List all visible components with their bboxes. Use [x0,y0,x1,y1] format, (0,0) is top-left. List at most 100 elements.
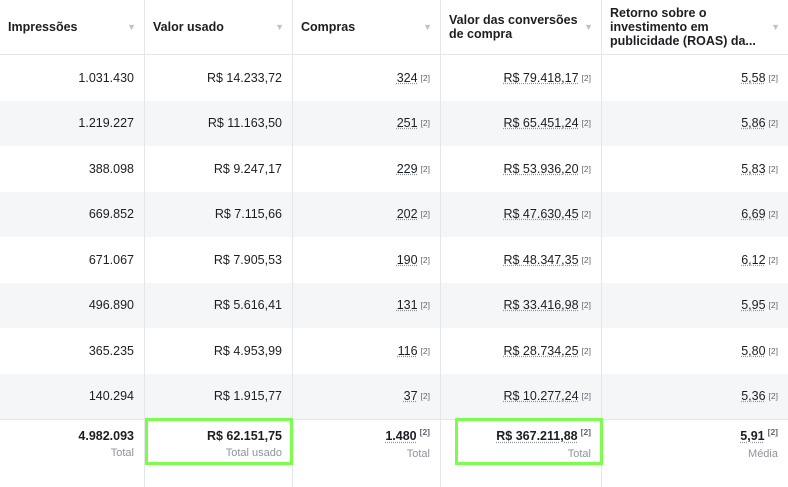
cell-value[interactable]: 6,69 [741,207,766,222]
cell-roas[interactable]: 5,95 [2] [602,283,788,329]
table-row: 388.098 R$ 9.247,17 229 [2] R$ 53.936,20 [2] 5… [0,146,788,192]
sort-caret-icon[interactable]: ▼ [584,22,593,32]
cell-impressions: 669.852 [0,191,145,237]
cell-value[interactable]: R$ 65.451,24 [503,116,579,131]
cell-value[interactable]: 251 [396,116,418,131]
footnote-marker: [2] [420,209,430,220]
cell-purchases[interactable]: 324 [2] [293,55,441,101]
cell-impressions: 1.219.227 [0,100,145,146]
total-value[interactable]: 5,91 [740,429,765,444]
cell-roas[interactable]: 5,58 [2] [602,55,788,101]
cell-value[interactable]: 324 [396,70,418,85]
cell-value[interactable]: 5,86 [741,116,766,131]
column-header-purchases[interactable]: Compras ▼ [293,0,441,54]
cell-value[interactable]: 229 [396,161,418,176]
total-value: 4.982.093 [78,428,134,443]
cell-value: R$ 11.163,50 [207,116,282,131]
cell-roas[interactable]: 5,36 [2] [602,374,788,420]
cell-value: R$ 4.953,99 [213,343,282,358]
sort-caret-icon[interactable]: ▼ [275,22,284,32]
cell-purchases[interactable]: 251 [2] [293,100,441,146]
cell-value[interactable]: 116 [397,343,418,358]
total-value[interactable]: 1.480 [385,429,417,444]
cell-purchase-conversion-value[interactable]: R$ 28.734,25 [2] [441,328,602,374]
cell-value[interactable]: 131 [396,298,418,313]
column-header-amount-spent[interactable]: Valor usado ▼ [145,0,293,54]
cell-value[interactable]: 5,80 [741,343,766,358]
sort-caret-icon[interactable]: ▼ [127,22,136,32]
sort-caret-icon[interactable]: ▼ [423,22,432,32]
cell-purchase-conversion-value[interactable]: R$ 48.347,35 [2] [441,237,602,283]
cell-value[interactable]: R$ 10.277,24 [503,389,579,404]
cell-value: 140.294 [88,389,134,404]
total-label: Total usado [225,446,282,459]
footnote-marker: [2] [420,254,430,265]
total-purchases: 1.480 [2] Total [293,420,441,467]
cell-purchase-conversion-value[interactable]: R$ 33.416,98 [2] [441,282,602,328]
cell-value[interactable]: 190 [396,252,418,267]
cell-value: 1.031.430 [78,70,134,85]
cell-value[interactable]: 5,36 [741,389,766,404]
column-header-impressions[interactable]: Impressões ▼ [0,0,145,54]
cell-value[interactable]: 6,12 [741,252,766,267]
cell-amount-spent: R$ 7.115,66 [145,191,293,237]
cell-roas[interactable]: 6,69 [2] [602,192,788,238]
cell-value[interactable]: 5,58 [741,70,766,85]
cell-impressions: 496.890 [0,282,145,328]
cell-purchase-conversion-value[interactable]: R$ 53.936,20 [2] [441,146,602,192]
cell-amount-spent: R$ 9.247,17 [145,146,293,192]
cell-value[interactable]: 5,83 [741,161,766,176]
cell-value: R$ 7.905,53 [213,252,282,267]
total-value: R$ 62.151,75 [206,428,282,443]
column-header-roas[interactable]: Retorno sobre o investimento em publicid… [602,0,788,54]
cell-value: R$ 7.115,66 [214,207,282,222]
cell-value: 671.067 [88,252,134,267]
cell-value[interactable]: R$ 79.418,17 [503,70,579,85]
total-label: Total [406,447,430,460]
cell-value[interactable]: 202 [396,207,418,222]
cell-roas[interactable]: 5,80 [2] [602,328,788,374]
cell-roas[interactable]: 5,86 [2] [602,101,788,147]
footnote-marker: [2] [581,163,591,174]
cell-amount-spent: R$ 11.163,50 [145,100,293,146]
footnote-marker: [2] [768,72,778,83]
cell-purchases[interactable]: 190 [2] [293,237,441,283]
total-value[interactable]: R$ 367.211,88 [496,429,578,444]
cell-value[interactable]: R$ 28.734,25 [503,343,579,358]
cell-value: 388.098 [88,161,134,176]
column-header-purchase-conversion-value[interactable]: Valor das conversões de compra ▼ [441,0,602,54]
cell-purchase-conversion-value[interactable]: R$ 47.630,45 [2] [441,191,602,237]
cell-value[interactable]: R$ 48.347,35 [503,252,579,267]
cell-impressions: 140.294 [0,373,145,419]
cell-purchases[interactable]: 131 [2] [293,282,441,328]
footnote-marker: [2] [419,427,430,438]
cell-roas[interactable]: 6,12 [2] [602,237,788,283]
table-row: 669.852 R$ 7.115,66 202 [2] R$ 47.630,45 [2] 6… [0,191,788,238]
cell-purchase-conversion-value[interactable]: R$ 10.277,24 [2] [441,373,602,419]
cell-value[interactable]: 5,95 [741,298,766,313]
total-amount-spent: R$ 62.151,75 Total usado [145,420,293,467]
totals-row: 4.982.093 Total R$ 62.151,75 Total usado 1.4… [0,419,788,467]
column-header-label: Impressões [8,20,78,34]
cell-purchase-conversion-value[interactable]: R$ 79.418,17 [2] [441,55,602,101]
cell-impressions: 671.067 [0,237,145,283]
cell-value[interactable]: R$ 53.936,20 [503,161,579,176]
cell-purchases[interactable]: 116 [2] [293,328,441,374]
footnote-marker: [2] [420,391,430,402]
footnote-marker: [2] [768,300,778,311]
cell-purchases[interactable]: 202 [2] [293,191,441,237]
cell-value[interactable]: 37 [403,389,418,404]
footnote-marker: [2] [420,118,430,129]
cell-purchases[interactable]: 37 [2] [293,373,441,419]
footnote-marker: [2] [767,427,778,438]
footnote-marker: [2] [420,72,430,83]
cell-value[interactable]: R$ 33.416,98 [503,298,579,313]
table-header: Impressões ▼ Valor usado ▼ Compras ▼ Valor das… [0,0,788,55]
cell-value: R$ 1.915,77 [213,389,282,404]
cell-value[interactable]: R$ 47.630,45 [503,207,579,222]
sort-caret-icon[interactable]: ▼ [771,22,780,32]
cell-purchase-conversion-value[interactable]: R$ 65.451,24 [2] [441,100,602,146]
cell-roas[interactable]: 5,83 [2] [602,146,788,192]
cell-purchases[interactable]: 229 [2] [293,146,441,192]
